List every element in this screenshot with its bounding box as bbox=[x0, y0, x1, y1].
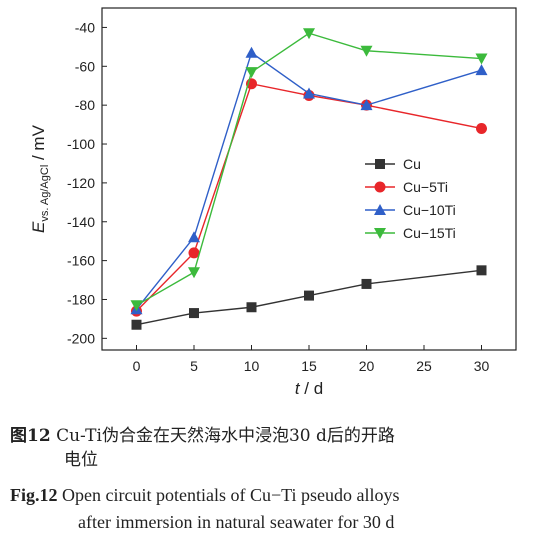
caption-cn-label: 图12 bbox=[10, 426, 51, 446]
data-point-cu-10ti bbox=[303, 87, 315, 99]
legend-marker bbox=[375, 159, 385, 169]
data-point-cu-15ti bbox=[188, 267, 200, 279]
data-point-cu-10ti bbox=[188, 231, 200, 243]
y-tick-label: -120 bbox=[67, 175, 95, 191]
data-point-cu-10ti bbox=[360, 99, 373, 111]
data-point-cu-5ti bbox=[188, 247, 200, 259]
legend-marker bbox=[374, 181, 386, 193]
data-point-cu-15ti bbox=[360, 45, 373, 57]
series-line-cu-10ti bbox=[135, 51, 482, 310]
caption-en-line2: after immersion in natural seawater for … bbox=[78, 512, 395, 532]
data-point-cu bbox=[361, 278, 372, 289]
caption-en-text: Open circuit potentials of Cu−Ti pseudo … bbox=[57, 485, 400, 505]
series-line-cu bbox=[136, 269, 482, 326]
y-tick-label: -60 bbox=[75, 58, 95, 74]
data-point-cu-15ti bbox=[475, 53, 488, 65]
data-point-cu-15ti bbox=[245, 67, 258, 79]
x-tick-label: 5 bbox=[190, 358, 198, 374]
y-axis-ticks: -200 -180 -160 -140 -120 -100 -80 -60 -40 bbox=[67, 19, 107, 346]
data-point-cu bbox=[131, 319, 142, 330]
caption-en-label: Fig.12 bbox=[10, 485, 58, 505]
legend: Cu Cu−5Ti Cu−10Ti Cu−15Ti bbox=[365, 156, 456, 241]
x-tick-label: 15 bbox=[301, 358, 317, 374]
series-line-cu-15ti bbox=[136, 32, 482, 306]
y-axis-label: Evs. Ag/AgCl / mV bbox=[29, 124, 51, 233]
x-tick-label: 30 bbox=[474, 358, 490, 374]
x-tick-label: 20 bbox=[359, 358, 375, 374]
legend-marker bbox=[374, 204, 386, 215]
data-point-cu-15ti bbox=[303, 28, 315, 40]
data-point-cu-10ti bbox=[475, 64, 488, 76]
legend-label: Cu−15Ti bbox=[403, 225, 456, 241]
x-tick-label: 0 bbox=[133, 358, 141, 374]
chart: 0 5 10 15 20 25 30 -200 -180 -160 -140 -120 -100 -80… bbox=[29, 7, 517, 398]
y-tick-label: -140 bbox=[67, 214, 95, 230]
series-layer bbox=[130, 28, 488, 330]
x-tick-label: 25 bbox=[416, 358, 432, 374]
data-point-cu bbox=[246, 302, 257, 313]
y-tick-label: -200 bbox=[67, 330, 95, 346]
data-point-cu bbox=[189, 308, 199, 319]
y-tick-label: -40 bbox=[75, 19, 95, 35]
data-point-cu-5ti bbox=[476, 122, 487, 134]
caption-cn-line2: 电位 bbox=[64, 450, 98, 470]
x-axis-label: t / d bbox=[295, 379, 323, 398]
y-tick-label: -160 bbox=[67, 253, 95, 269]
data-point-cu bbox=[476, 265, 487, 276]
x-tick-label: 10 bbox=[244, 358, 260, 374]
series-line-cu-5ti bbox=[136, 82, 482, 312]
y-tick-label: -180 bbox=[67, 291, 95, 307]
legend-label: Cu−5Ti bbox=[403, 179, 448, 195]
data-point-cu-15ti bbox=[130, 300, 143, 312]
y-tick-label: -80 bbox=[75, 97, 95, 113]
x-axis-ticks: 0 5 10 15 20 25 30 bbox=[133, 345, 490, 374]
legend-label: Cu−10Ti bbox=[403, 202, 456, 218]
caption-cn-text: Cu-Ti伪合金在天然海水中浸泡30 d后的开路 bbox=[50, 426, 395, 446]
legend-marker bbox=[374, 228, 386, 239]
y-tick-label: -100 bbox=[67, 136, 95, 152]
data-point-cu-10ti bbox=[245, 46, 258, 58]
legend-label: Cu bbox=[403, 156, 421, 172]
data-point-cu bbox=[304, 290, 314, 301]
